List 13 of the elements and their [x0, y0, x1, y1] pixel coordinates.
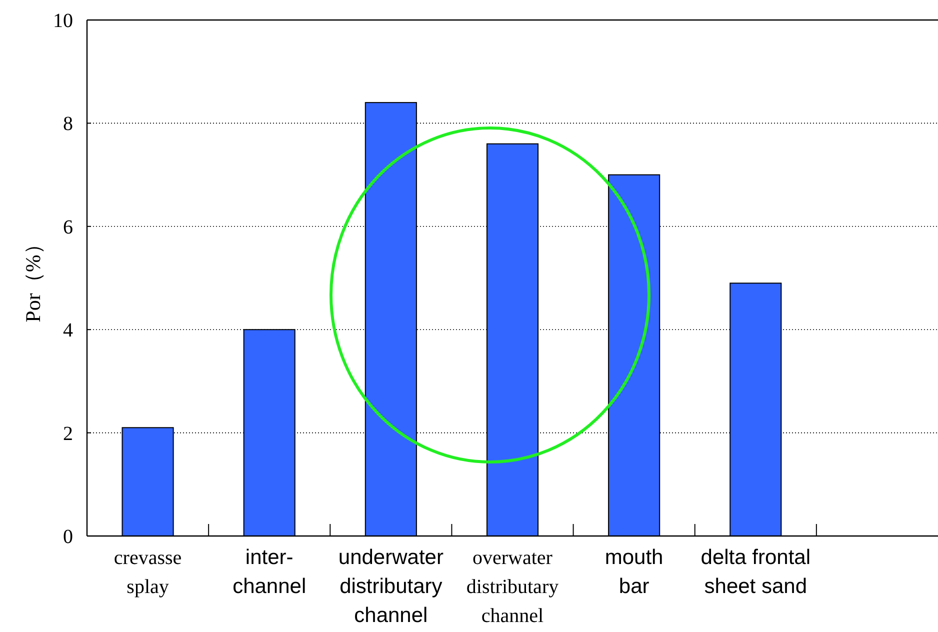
x-tick-label: mouth bar [604, 546, 664, 598]
y-tick-label: 0 [63, 526, 73, 548]
x-tick-label: delta frontal sheet sand [700, 546, 811, 598]
y-tick-label: 2 [63, 422, 73, 445]
x-tick-label: overwater distributary channel [466, 547, 559, 627]
y-tick-label: 4 [63, 320, 73, 342]
y-tick-label: 10 [53, 10, 73, 32]
x-tick-label: underwater distributary channel [338, 546, 444, 627]
x-tick-label: crevasse splay [114, 547, 182, 598]
y-tick-label: 6 [63, 216, 73, 238]
x-tick-label: inter- channel [232, 546, 306, 598]
y-axis-title: Por（%） [21, 234, 45, 322]
y-tick-label: 8 [63, 113, 73, 136]
